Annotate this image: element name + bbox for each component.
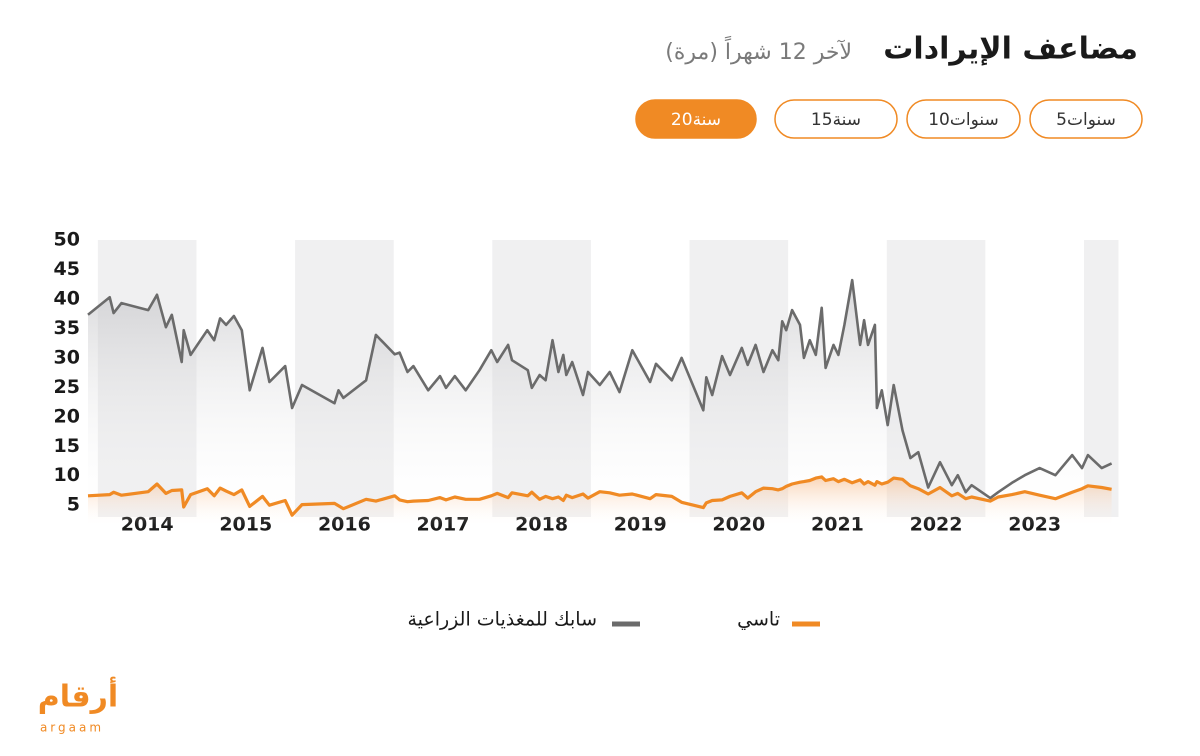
button-label[interactable]: 20سنة <box>671 110 721 130</box>
legend-label: سابك للمغذيات الزراعية <box>407 609 597 631</box>
legend: سابك للمغذيات الزراعية تاسي <box>407 609 820 631</box>
button-bg[interactable] <box>635 99 757 139</box>
title: مضاعف الإيرادات <box>883 32 1138 67</box>
button-bg[interactable] <box>1029 99 1143 139</box>
subtitle: لآخر 12 شهراً (مرة) <box>665 35 852 65</box>
logo: أرقام <box>38 677 118 715</box>
logo-latin: argaam <box>40 721 104 735</box>
y-tick-label: 40 <box>54 287 80 309</box>
button-label[interactable]: 15سنة <box>811 110 861 130</box>
series-area <box>88 280 1112 527</box>
button-bg[interactable] <box>774 99 898 139</box>
plot: 5101520253035404550201420152016201720182… <box>54 229 1119 536</box>
range-button[interactable]: 5سنوات <box>1029 99 1143 139</box>
y-tick-label: 35 <box>54 317 80 339</box>
button-label[interactable]: 10سنوات <box>928 110 999 130</box>
y-tick-label: 20 <box>54 405 80 427</box>
y-tick-label: 30 <box>54 346 80 368</box>
series-line <box>87 475 1112 517</box>
button-bg[interactable] <box>906 99 1021 139</box>
y-tick-label: 50 <box>54 229 80 251</box>
y-tick-label: 15 <box>54 435 80 457</box>
range-button[interactable]: 10سنوات <box>906 99 1021 139</box>
series-line <box>87 278 1113 500</box>
legend-label: تاسي <box>737 609 780 631</box>
y-tick-label: 5 <box>67 494 80 516</box>
button-label[interactable]: 5سنوات <box>1056 110 1116 130</box>
y-tick-label: 45 <box>54 258 80 280</box>
y-tick-label: 25 <box>54 376 80 398</box>
y-tick-label: 10 <box>54 464 80 486</box>
series-area <box>88 476 1112 527</box>
range-button[interactable]: 15سنة <box>774 99 898 139</box>
range-button[interactable]: 20سنة <box>635 99 757 139</box>
